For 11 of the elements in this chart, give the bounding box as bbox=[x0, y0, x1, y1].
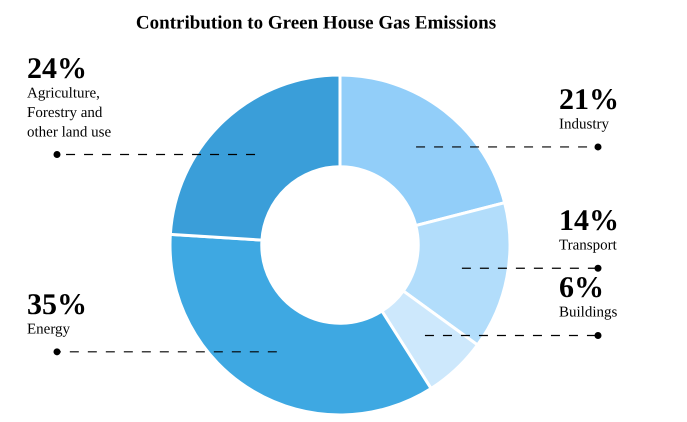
slice-label: Energy bbox=[27, 322, 71, 338]
slice-label: Agriculture, Forestry and other land use bbox=[27, 86, 112, 140]
chart-title: Contribution to Green House Gas Emissions bbox=[136, 12, 496, 34]
slice-label: Industry bbox=[559, 116, 610, 132]
data-label: 21% bbox=[559, 83, 619, 116]
data-label: 14% bbox=[559, 204, 619, 237]
slice-label: Buildings bbox=[559, 304, 618, 320]
slice-label: Transport bbox=[559, 238, 618, 254]
data-label: 6% bbox=[559, 271, 604, 304]
data-label: 35% bbox=[27, 288, 87, 321]
data-label: 24% bbox=[27, 52, 87, 85]
